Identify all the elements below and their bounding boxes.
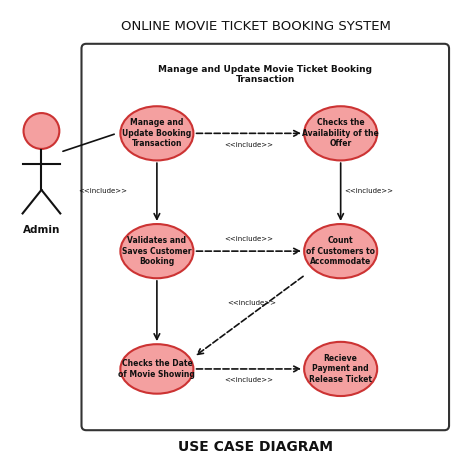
FancyBboxPatch shape	[82, 44, 449, 430]
Text: USE CASE DIAGRAM: USE CASE DIAGRAM	[178, 440, 333, 454]
Text: Count
of Customers to
Accommodate: Count of Customers to Accommodate	[306, 236, 375, 266]
Text: Manage and
Update Booking
Transaction: Manage and Update Booking Transaction	[122, 118, 191, 148]
Text: Validates and
Saves Customer
Booking: Validates and Saves Customer Booking	[122, 236, 191, 266]
Text: Manage and Update Movie Ticket Booking
Transaction: Manage and Update Movie Ticket Booking T…	[158, 65, 372, 84]
Text: Admin: Admin	[23, 225, 60, 235]
Text: <<include>>: <<include>>	[224, 237, 273, 242]
Ellipse shape	[304, 224, 377, 278]
Text: Checks the
Availability of the
Offer: Checks the Availability of the Offer	[302, 118, 379, 148]
Text: ONLINE MOVIE TICKET BOOKING SYSTEM: ONLINE MOVIE TICKET BOOKING SYSTEM	[121, 20, 391, 33]
Ellipse shape	[120, 344, 193, 394]
Ellipse shape	[304, 342, 377, 396]
Ellipse shape	[304, 106, 377, 160]
Text: Recieve
Payment and
Release Ticket: Recieve Payment and Release Ticket	[309, 354, 372, 384]
Text: Checks the Date
of Movie Showing: Checks the Date of Movie Showing	[118, 359, 195, 379]
Text: <<include>>: <<include>>	[224, 377, 273, 383]
Circle shape	[24, 113, 59, 149]
Ellipse shape	[120, 106, 193, 160]
Text: <<include>>: <<include>>	[78, 188, 127, 194]
Text: <<include>>: <<include>>	[224, 142, 273, 148]
Text: <<include>>: <<include>>	[345, 188, 393, 194]
Text: <<include>>: <<include>>	[228, 300, 277, 306]
Ellipse shape	[120, 224, 193, 278]
